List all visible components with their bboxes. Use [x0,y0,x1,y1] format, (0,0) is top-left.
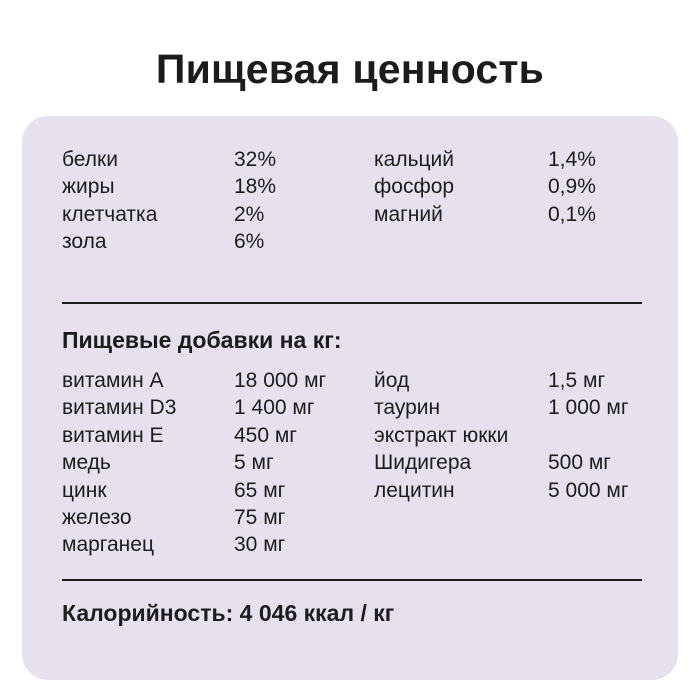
additive-row: марганец 30 мг [62,531,362,558]
additive-value: 18 000 мг [234,369,327,392]
additive-name: йод [374,369,410,392]
additive-value: 5 000 мг [548,478,629,502]
composition-row: фосфор 0,9% [374,173,654,200]
calories-text: Калорийность: 4 046 ккал / кг [62,600,395,626]
additive-row: Шидигера 500 мг [374,449,654,476]
nutrient-value: 18% [234,175,277,199]
composition-row: клетчатка 2% [62,201,362,228]
nutrient-value: 1,4% [548,148,596,171]
composition-row: магний 0,1% [374,201,654,228]
page-title: Пищевая ценность [155,46,545,92]
composition-row: зола 6% [62,228,362,255]
additive-row: таурин 1 000 мг [374,394,654,421]
additive-value: 1 000 мг [548,396,629,420]
additive-name: железо [62,505,132,529]
additive-row: лецитин 5 000 мг [374,477,654,504]
nutrient-value: 2% [234,202,265,226]
composition-right-list: кальций 1,4% фосфор 0,9% магний 0,1% [374,146,654,228]
section-divider [62,579,642,581]
composition-row: белки 32% [62,146,362,173]
additive-name: цинк [62,478,107,502]
nutrient-name: клетчатка [62,202,158,226]
nutrient-value: 6% [234,230,265,254]
additive-name: медь [62,451,111,475]
nutrient-value: 0,9% [548,175,596,199]
additive-name: экстракт юкки [374,423,509,447]
additive-value: 65 мг [234,478,286,502]
nutrition-card: белки 32% жиры 18% клетчатка 2% зола 6% … [22,116,678,680]
nutrient-name: белки [62,148,118,171]
additive-row: витамин D3 1 400 мг [62,394,362,421]
additive-name: таурин [374,396,441,420]
nutrient-name: жиры [62,175,115,199]
additive-row: железо 75 мг [62,504,362,531]
additive-value: 1 400 мг [234,396,315,420]
additives-right-list: йод 1,5 мг таурин 1 000 мг экстракт юкки… [374,367,654,504]
additive-value: 30 мг [234,533,286,557]
additive-name: лецитин [374,478,455,502]
additive-name: Шидигера [374,451,472,475]
additives-left-list: витамин А 18 000 мг витамин D3 1 400 мг … [62,367,362,559]
nutrient-name: кальций [374,148,455,171]
additive-value: 75 мг [234,505,286,529]
nutrient-name: магний [374,202,443,226]
additive-row: медь 5 мг [62,449,362,476]
composition-row: кальций 1,4% [374,146,654,173]
additive-name: витамин А [62,369,164,392]
nutrient-value: 32% [234,148,277,171]
nutrient-name: зола [62,230,107,254]
additive-name: витамин Е [62,423,164,447]
additive-name: витамин D3 [62,396,177,420]
additive-value: 450 мг [234,423,297,447]
composition-left-list: белки 32% жиры 18% клетчатка 2% зола 6% [62,146,362,256]
additive-value: 500 мг [548,451,611,475]
nutrient-name: фосфор [374,175,455,199]
additive-row: цинк 65 мг [62,477,362,504]
additive-name: марганец [62,533,154,557]
nutrient-value: 0,1% [548,202,596,226]
additive-row: йод 1,5 мг [374,367,654,394]
composition-row: жиры 18% [62,173,362,200]
additive-row: витамин Е 450 мг [62,422,362,449]
additive-row: витамин А 18 000 мг [62,367,362,394]
additive-value: 5 мг [234,451,274,475]
additive-value: 1,5 мг [548,369,606,392]
additives-heading: Пищевые добавки на кг: [62,327,342,353]
section-divider [62,302,642,304]
additive-row: экстракт юкки [374,422,654,449]
